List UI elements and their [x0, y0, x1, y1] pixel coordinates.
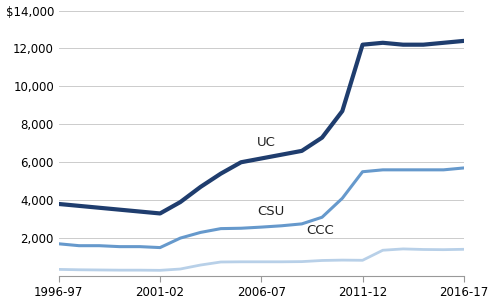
Text: CCC: CCC: [306, 224, 333, 237]
Text: CSU: CSU: [257, 205, 285, 218]
Text: UC: UC: [257, 136, 276, 149]
